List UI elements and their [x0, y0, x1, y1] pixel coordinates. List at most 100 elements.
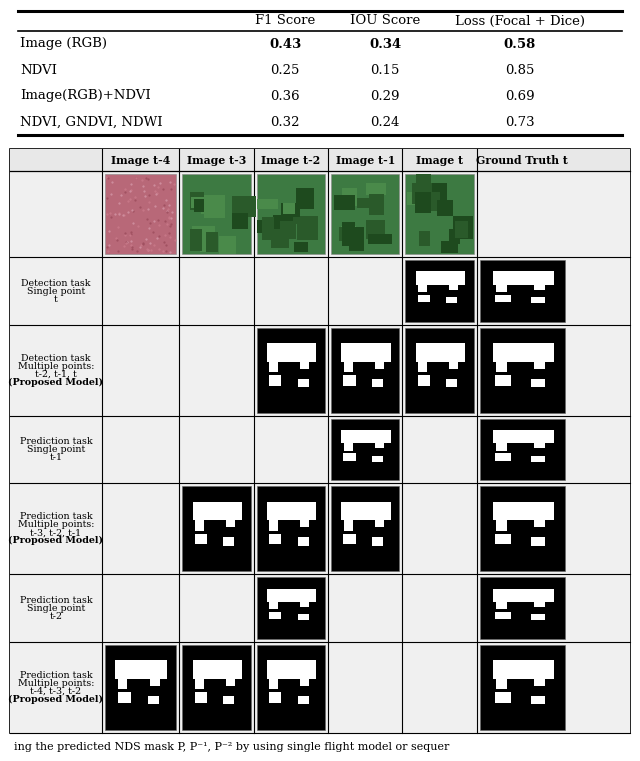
Bar	[480, 260, 565, 322]
Bar	[195, 520, 204, 530]
Text: ing the predicted NDS mask P, P⁻¹, P⁻² by using single flight model or sequer: ing the predicted NDS mask P, P⁻¹, P⁻² b…	[14, 742, 449, 752]
Bar	[534, 361, 545, 368]
Bar	[344, 443, 353, 451]
Bar	[298, 379, 308, 387]
Bar	[10, 171, 630, 257]
Bar	[10, 416, 630, 483]
Bar	[375, 361, 383, 368]
Text: 0.24: 0.24	[371, 116, 400, 129]
Bar	[331, 486, 399, 572]
Text: Image t-1: Image t-1	[335, 154, 395, 165]
Bar	[271, 229, 289, 248]
Bar	[480, 486, 565, 572]
Text: 0.73: 0.73	[505, 116, 535, 129]
Bar	[280, 221, 296, 239]
Bar	[416, 174, 431, 194]
Bar	[452, 216, 472, 238]
Bar	[427, 183, 447, 204]
Text: t: t	[54, 295, 58, 304]
Bar	[437, 200, 453, 215]
Bar	[367, 183, 386, 195]
Text: t-1: t-1	[49, 453, 62, 462]
Text: (Proposed Model): (Proposed Model)	[8, 377, 104, 387]
Text: Single point: Single point	[27, 287, 85, 295]
Text: Image t-3: Image t-3	[187, 154, 246, 165]
Text: 0.32: 0.32	[270, 116, 300, 129]
Bar	[365, 220, 385, 239]
Text: 0.69: 0.69	[505, 90, 535, 103]
Bar	[341, 343, 390, 361]
Bar	[418, 375, 430, 386]
Bar	[269, 375, 282, 386]
Bar	[480, 419, 565, 480]
Bar	[531, 456, 545, 462]
Bar	[262, 217, 274, 240]
Bar	[419, 231, 429, 246]
Bar	[226, 520, 235, 527]
Text: F1 Score: F1 Score	[255, 14, 315, 27]
Bar	[331, 328, 399, 413]
Text: Image (RGB): Image (RGB)	[20, 37, 107, 50]
Bar	[339, 227, 353, 241]
Bar	[415, 193, 431, 213]
Bar	[182, 174, 251, 254]
Text: Image t-4: Image t-4	[111, 154, 170, 165]
Bar	[10, 149, 630, 171]
Bar	[294, 242, 308, 253]
Bar	[495, 534, 511, 544]
Text: Detection task: Detection task	[21, 354, 91, 363]
Bar	[406, 174, 474, 254]
Bar	[269, 601, 278, 610]
Text: Prediction task: Prediction task	[20, 437, 92, 446]
Text: t-3, t-2, t-1: t-3, t-2, t-1	[30, 528, 81, 537]
Text: (Proposed Model): (Proposed Model)	[8, 695, 104, 704]
Text: 0.15: 0.15	[371, 63, 400, 77]
Bar	[269, 534, 282, 544]
Bar	[495, 693, 511, 702]
Bar	[372, 456, 383, 462]
Text: (Proposed Model): (Proposed Model)	[8, 537, 104, 546]
Bar	[195, 534, 207, 544]
Bar	[10, 642, 630, 733]
Bar	[480, 578, 565, 638]
Text: Multiple points:: Multiple points:	[18, 361, 94, 371]
Bar	[267, 501, 316, 521]
Bar	[298, 614, 308, 620]
Text: Prediction task: Prediction task	[20, 512, 92, 521]
Text: Loss (Focal + Dice): Loss (Focal + Dice)	[455, 14, 585, 27]
Text: t-2, t-1, t: t-2, t-1, t	[35, 370, 77, 379]
Bar	[267, 588, 316, 602]
Bar	[495, 295, 511, 302]
Bar	[342, 222, 355, 247]
Text: IOU Score: IOU Score	[350, 14, 420, 27]
Text: Detection task: Detection task	[21, 279, 91, 288]
Text: Prediction task: Prediction task	[20, 596, 92, 604]
Bar	[449, 229, 460, 244]
Bar	[344, 361, 353, 372]
Bar	[257, 328, 325, 413]
Text: Single point: Single point	[27, 603, 85, 613]
Bar	[296, 188, 314, 209]
Bar	[273, 215, 293, 237]
Text: Multiple points:: Multiple points:	[18, 679, 94, 688]
Text: 0.29: 0.29	[371, 90, 400, 103]
Bar	[534, 601, 545, 607]
Bar	[300, 678, 309, 686]
Bar	[375, 443, 383, 448]
Bar	[269, 693, 282, 702]
Bar	[372, 537, 383, 546]
Bar	[257, 578, 325, 638]
Bar	[257, 174, 325, 254]
Bar	[200, 241, 214, 253]
Bar	[496, 601, 507, 610]
Bar	[193, 501, 242, 521]
Bar	[496, 678, 507, 689]
Bar	[195, 693, 207, 702]
Bar	[232, 196, 256, 217]
Bar	[220, 236, 236, 253]
Text: Image t: Image t	[416, 154, 463, 165]
Bar	[10, 575, 630, 642]
Bar	[406, 260, 474, 322]
Bar	[496, 361, 507, 372]
Bar	[342, 188, 357, 205]
